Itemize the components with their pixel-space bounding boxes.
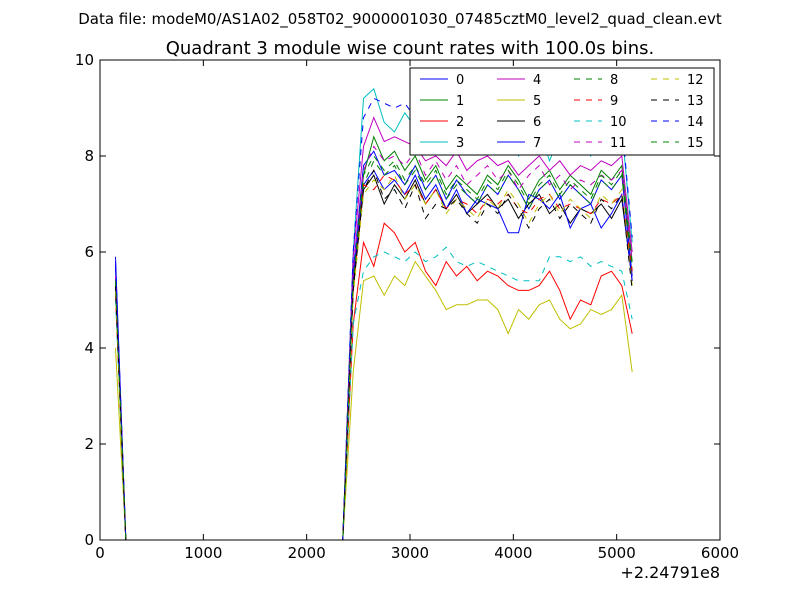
x-tick-label: 5000 [598, 544, 636, 562]
series-line-6 [115, 174, 633, 541]
series-line-9 [115, 174, 633, 541]
legend-label-5: 5 [533, 94, 541, 109]
data-file-header: Data file: modeM0/AS1A02_058T02_90000010… [78, 10, 722, 29]
series-line-13 [115, 169, 633, 541]
y-tick-label: 0 [84, 531, 94, 549]
legend-label-8: 8 [610, 73, 618, 88]
series-line-15 [115, 155, 633, 541]
legend-label-1: 1 [456, 94, 464, 109]
legend-label-14: 14 [687, 115, 704, 130]
series-line-5 [115, 260, 633, 541]
legend-label-2: 2 [456, 115, 464, 130]
x-offset-label: +2.24791e8 [620, 563, 720, 582]
series-line-12 [115, 174, 633, 541]
legend-label-9: 9 [610, 94, 618, 109]
x-tick-label: 2000 [288, 544, 326, 562]
legend-box [409, 67, 715, 156]
series-layer [115, 87, 633, 541]
series-line-11 [115, 145, 633, 541]
y-tick-label: 8 [84, 147, 94, 165]
legend-label-7: 7 [533, 136, 541, 151]
legend-label-11: 11 [610, 136, 627, 151]
legend-label-12: 12 [687, 73, 704, 88]
series-line-1 [115, 135, 633, 541]
legend-label-15: 15 [687, 136, 704, 151]
legend-label-0: 0 [456, 73, 464, 88]
series-line-7 [115, 169, 633, 541]
legend-label-6: 6 [533, 115, 541, 130]
legend-label-3: 3 [456, 136, 464, 151]
chart-title: Quadrant 3 module wise count rates with … [166, 38, 655, 59]
legend-label-10: 10 [610, 115, 627, 130]
x-tick-label: 0 [95, 544, 105, 562]
series-line-4 [115, 116, 633, 541]
y-tick-label: 4 [84, 339, 94, 357]
series-line-2 [115, 222, 633, 541]
series-line-14 [115, 97, 633, 541]
y-tick-label: 6 [84, 243, 94, 261]
y-tick-label: 2 [84, 435, 94, 453]
legend-label-4: 4 [533, 73, 541, 88]
x-tick-label: 4000 [494, 544, 532, 562]
x-tick-label: 1000 [184, 544, 222, 562]
x-tick-label: 3000 [391, 544, 429, 562]
y-tick-label: 10 [75, 51, 94, 69]
series-line-8 [115, 159, 633, 541]
x-tick-label: 6000 [701, 544, 739, 562]
legend-label-13: 13 [687, 94, 704, 109]
series-line-10 [115, 246, 633, 541]
